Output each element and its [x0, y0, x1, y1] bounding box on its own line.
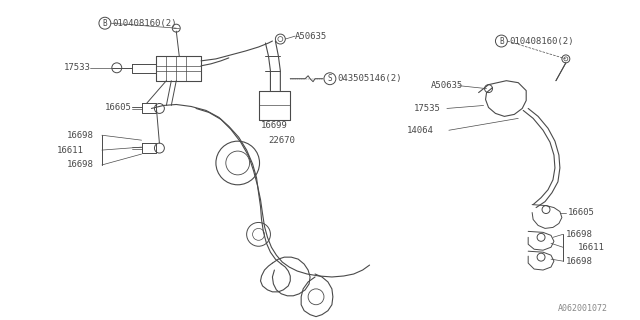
Text: 16611: 16611: [58, 146, 84, 155]
Text: 16605: 16605: [568, 208, 595, 217]
Text: 010408160(2): 010408160(2): [509, 36, 574, 45]
Text: A50635: A50635: [295, 32, 328, 41]
Text: 16699: 16699: [260, 121, 287, 130]
Text: 17535: 17535: [414, 104, 441, 113]
Text: A50635: A50635: [431, 81, 463, 90]
Text: B: B: [102, 19, 107, 28]
Text: 16698: 16698: [566, 257, 593, 266]
Text: 010408160(2): 010408160(2): [113, 19, 177, 28]
Text: 16611: 16611: [578, 243, 605, 252]
Text: A062001072: A062001072: [558, 304, 608, 313]
Text: 16698: 16698: [67, 160, 94, 170]
Text: S: S: [328, 74, 332, 83]
Text: 14064: 14064: [407, 126, 434, 135]
Text: 16698: 16698: [67, 131, 94, 140]
Text: 16605: 16605: [105, 103, 132, 112]
Text: 16698: 16698: [566, 230, 593, 239]
Text: 17533: 17533: [64, 63, 91, 72]
Text: 22670: 22670: [268, 136, 295, 145]
Text: B: B: [499, 36, 504, 45]
Text: 043505146(2): 043505146(2): [338, 74, 403, 83]
